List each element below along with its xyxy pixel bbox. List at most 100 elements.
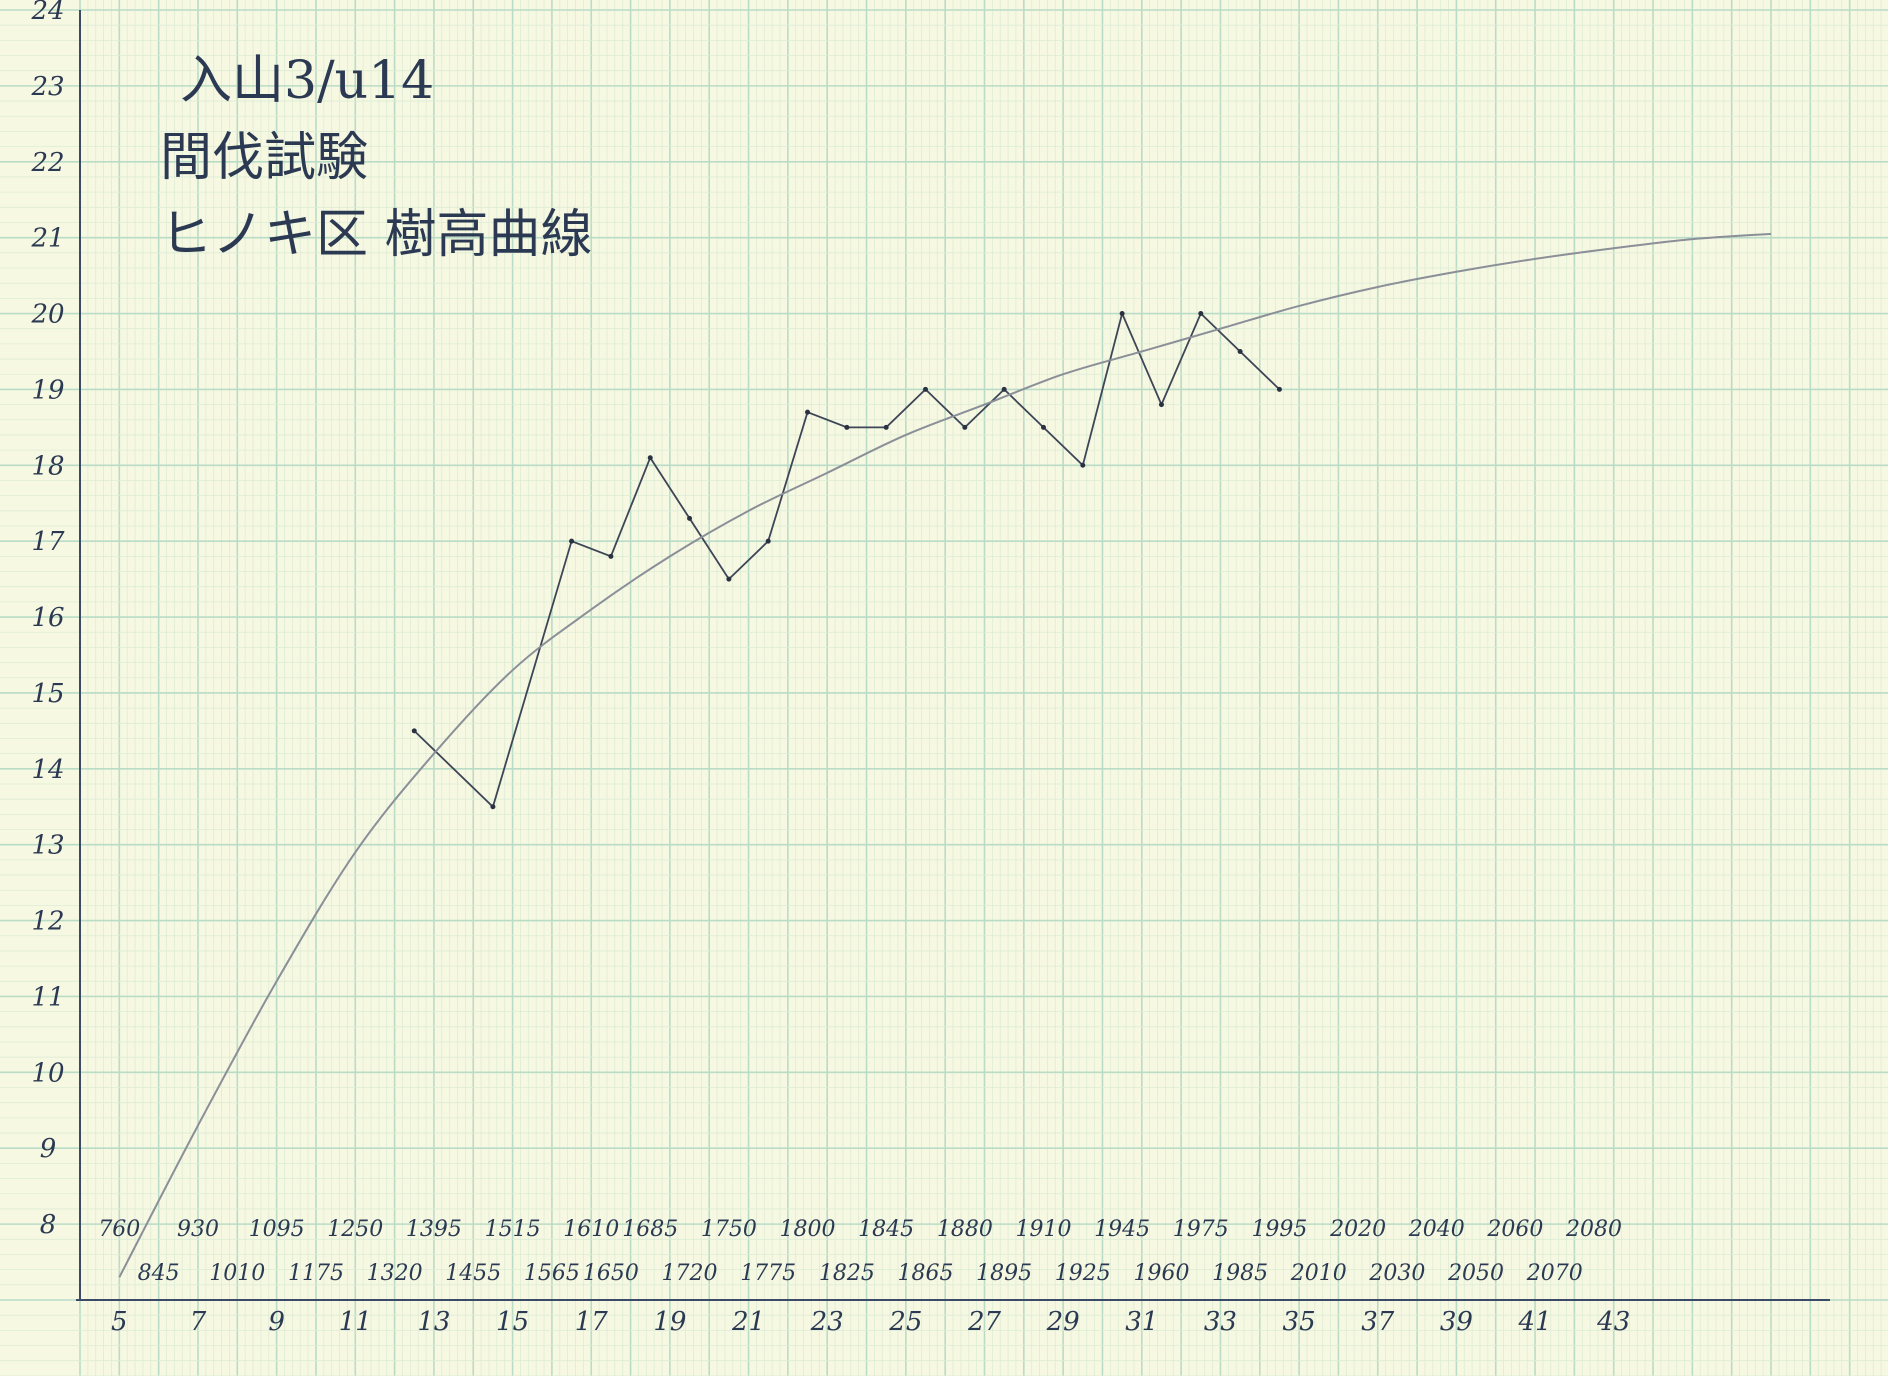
annotation-lower: 1775 bbox=[740, 1261, 796, 1286]
annotation-upper: 2020 bbox=[1329, 1217, 1386, 1242]
annotation-upper: 2040 bbox=[1408, 1217, 1465, 1242]
axes bbox=[76, 10, 1830, 1301]
y-tick-label: 21 bbox=[30, 224, 64, 254]
y-tick-label: 18 bbox=[31, 451, 64, 481]
annotation-upper: 2060 bbox=[1486, 1217, 1543, 1242]
annotation-lower: 2030 bbox=[1368, 1261, 1425, 1286]
annotation-upper: 1685 bbox=[622, 1217, 678, 1242]
annotation-lower: 1650 bbox=[583, 1261, 639, 1286]
annotation-lower: 1960 bbox=[1133, 1261, 1189, 1286]
y-tick-label: 9 bbox=[40, 1134, 57, 1164]
y-tick-label: 10 bbox=[31, 1058, 64, 1088]
annotation-upper: 1095 bbox=[249, 1217, 305, 1242]
annotation-upper: 1515 bbox=[485, 1217, 541, 1242]
annotation-lower: 1455 bbox=[445, 1261, 501, 1286]
annotation-upper: 1880 bbox=[937, 1217, 993, 1242]
observed-point bbox=[726, 576, 732, 582]
y-tick-label: 20 bbox=[30, 300, 64, 330]
fitted-curve-line bbox=[118, 232, 1772, 1278]
x-tick-label: 37 bbox=[1361, 1307, 1395, 1337]
observed-point bbox=[1237, 348, 1243, 354]
note-line-3: ヒノキ区 樹高曲線 bbox=[160, 205, 593, 265]
annotation-lower: 2010 bbox=[1290, 1261, 1347, 1286]
observed-point bbox=[687, 515, 693, 521]
y-tick-label: 13 bbox=[31, 831, 64, 861]
x-tick-label: 27 bbox=[967, 1307, 1002, 1337]
annotation-lower: 1825 bbox=[819, 1261, 875, 1286]
y-tick-label: 11 bbox=[31, 982, 64, 1012]
annotation-row-upper: 760 930 1095 1250 1395 1515 1610 1685 1750 1800 18… bbox=[98, 1217, 1622, 1242]
observed-point bbox=[962, 424, 968, 430]
observed-point bbox=[490, 804, 496, 810]
x-tick-label: 15 bbox=[496, 1307, 529, 1337]
x-tick-label: 17 bbox=[575, 1307, 609, 1337]
annotation-lower: 1010 bbox=[209, 1261, 265, 1286]
annotation-lower: 1175 bbox=[288, 1261, 344, 1286]
x-tick-label: 43 bbox=[1596, 1307, 1630, 1337]
annotation-lower: 2070 bbox=[1526, 1261, 1583, 1286]
annotation-upper: 1800 bbox=[780, 1217, 836, 1242]
x-tick-label: 31 bbox=[1125, 1307, 1158, 1337]
annotation-upper: 1975 bbox=[1173, 1217, 1229, 1242]
x-tick-label: 21 bbox=[731, 1307, 765, 1337]
observed-point bbox=[923, 386, 929, 392]
annotation-upper: 1845 bbox=[858, 1217, 914, 1242]
annotation-lower: 1565 bbox=[524, 1261, 580, 1286]
observed-point bbox=[1080, 462, 1086, 468]
x-tick-label: 7 bbox=[190, 1307, 207, 1337]
annotation-upper: 1750 bbox=[701, 1217, 757, 1242]
x-tick-label: 9 bbox=[268, 1307, 285, 1337]
x-tick-label: 35 bbox=[1283, 1307, 1316, 1337]
y-tick-label: 24 bbox=[30, 0, 64, 26]
y-tick-label: 8 bbox=[40, 1210, 57, 1240]
annotation-upper: 1610 bbox=[563, 1217, 619, 1242]
observed-point bbox=[569, 538, 575, 544]
annotation-lower: 1985 bbox=[1212, 1261, 1268, 1286]
y-tick-label: 17 bbox=[31, 527, 65, 557]
x-tick-label: 41 bbox=[1518, 1307, 1552, 1337]
y-tick-label: 15 bbox=[31, 679, 64, 709]
annotation-lower: 1720 bbox=[662, 1261, 718, 1286]
observed-point bbox=[1276, 386, 1282, 392]
observed-point bbox=[805, 409, 811, 415]
annotation-upper: 1395 bbox=[406, 1217, 462, 1242]
y-tick-label: 12 bbox=[31, 907, 64, 937]
observed-point bbox=[844, 424, 850, 430]
observed-point bbox=[1119, 311, 1125, 317]
x-tick-label: 39 bbox=[1440, 1307, 1473, 1337]
x-tick-label: 5 bbox=[111, 1307, 128, 1337]
series-layer bbox=[118, 232, 1772, 1278]
x-tick-label: 23 bbox=[810, 1307, 844, 1337]
y-tick-label: 23 bbox=[30, 72, 64, 102]
x-tick-label: 25 bbox=[888, 1307, 922, 1337]
observed-point bbox=[765, 538, 771, 544]
observed-point bbox=[1040, 424, 1046, 430]
handwritten-notes: 入山3/u14 間伐試験 ヒノキ区 樹高曲線 bbox=[160, 51, 593, 265]
observed-point bbox=[883, 424, 889, 430]
annotation-lower: 845 bbox=[138, 1261, 180, 1286]
x-tick-label: 13 bbox=[417, 1307, 450, 1337]
annotation-lower: 1320 bbox=[367, 1261, 423, 1286]
observed-point bbox=[647, 455, 653, 461]
observed-point bbox=[1001, 386, 1007, 392]
y-tick-labels: 8 9 10 11 12 13 14 15 16 17 18 19 20 21 22 23 24 bbox=[30, 0, 65, 1240]
annotation-upper: 2080 bbox=[1565, 1217, 1622, 1242]
observed-point bbox=[1198, 311, 1204, 317]
x-tick-label: 33 bbox=[1204, 1307, 1237, 1337]
x-tick-label: 11 bbox=[339, 1307, 372, 1337]
annotation-upper: 760 bbox=[98, 1217, 140, 1242]
annotation-lower: 2050 bbox=[1447, 1261, 1504, 1286]
x-tick-label: 29 bbox=[1046, 1307, 1080, 1337]
annotation-upper: 930 bbox=[177, 1217, 219, 1242]
annotation-upper: 1945 bbox=[1094, 1217, 1150, 1242]
annotation-upper: 1250 bbox=[327, 1217, 383, 1242]
y-tick-label: 19 bbox=[31, 375, 64, 405]
annotation-upper: 1910 bbox=[1015, 1217, 1071, 1242]
y-tick-label: 22 bbox=[30, 148, 64, 178]
observed-point bbox=[608, 553, 614, 559]
note-line-1: 入山3/u14 bbox=[180, 51, 434, 111]
y-tick-label: 14 bbox=[31, 755, 64, 785]
note-line-2: 間伐試験 bbox=[160, 128, 368, 188]
